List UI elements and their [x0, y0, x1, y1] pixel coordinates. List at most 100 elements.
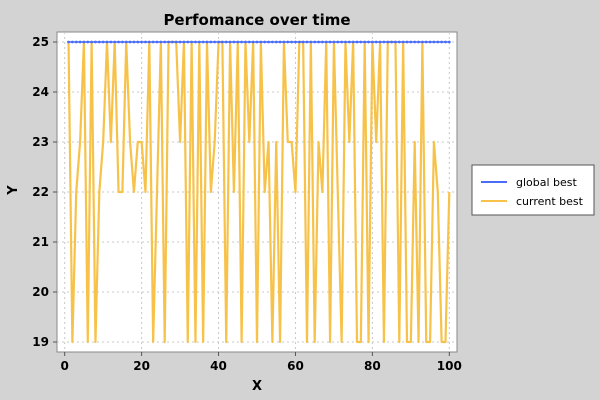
data-point-global-best [274, 40, 278, 44]
data-point-global-best [340, 40, 344, 44]
chart-title: Perfomance over time [163, 11, 350, 29]
data-point-global-best [101, 40, 105, 44]
data-point-global-best [217, 40, 220, 44]
data-point-global-best [301, 40, 305, 44]
data-point-global-best [236, 40, 240, 44]
data-point-global-best [144, 40, 147, 44]
data-point-global-best [213, 40, 217, 44]
data-point-global-best [440, 40, 444, 44]
y-axis-label: Y [6, 185, 21, 196]
data-point-global-best [197, 40, 201, 44]
x-tick-label: 0 [61, 359, 69, 373]
data-point-global-best [382, 40, 386, 44]
data-point-global-best [386, 40, 390, 44]
data-point-global-best [186, 40, 190, 44]
data-point-global-best [367, 40, 370, 44]
data-point-global-best [409, 40, 413, 44]
legend-box [471, 164, 595, 216]
data-point-global-best [67, 40, 70, 44]
data-point-global-best [278, 40, 282, 44]
data-point-global-best [413, 40, 417, 44]
x-tick-label: 60 [287, 359, 304, 373]
data-point-global-best [240, 40, 244, 44]
data-point-global-best [397, 40, 401, 44]
data-point-global-best [370, 40, 374, 44]
data-point-global-best [182, 40, 186, 44]
data-point-global-best [313, 40, 317, 44]
data-point-global-best [74, 40, 78, 44]
data-point-global-best [428, 40, 432, 44]
legend-label-global-best: global best [516, 176, 578, 189]
data-point-global-best [201, 40, 205, 44]
data-point-global-best [363, 40, 367, 44]
data-point-global-best [270, 40, 274, 44]
y-tick-label: 25 [32, 35, 49, 49]
data-point-global-best [167, 40, 170, 44]
data-point-global-best [117, 40, 120, 44]
data-point-global-best [170, 40, 174, 44]
data-point-global-best [124, 40, 128, 44]
data-point-global-best [155, 40, 159, 44]
axis-layer: 19 20 21 22 23 24 25 0 20 40 60 80 100 [32, 35, 462, 373]
y-tick-label: 23 [32, 135, 49, 149]
data-point-global-best [151, 40, 155, 44]
legend: global best current best [471, 164, 595, 216]
x-tick-label: 40 [210, 359, 227, 373]
data-point-global-best [332, 40, 336, 44]
data-point-global-best [394, 40, 397, 44]
data-point-global-best [297, 40, 301, 44]
data-point-global-best [94, 40, 97, 44]
data-point-global-best [317, 40, 320, 44]
data-point-global-best [401, 40, 405, 44]
data-point-global-best [86, 40, 90, 44]
data-point-global-best [232, 40, 236, 44]
data-point-global-best [251, 40, 255, 44]
data-point-global-best [359, 40, 363, 44]
data-point-global-best [97, 40, 101, 44]
data-point-global-best [82, 40, 86, 44]
data-point-global-best [355, 40, 359, 44]
data-point-global-best [351, 40, 355, 44]
data-point-global-best [194, 40, 197, 44]
data-point-global-best [128, 40, 132, 44]
data-point-global-best [259, 40, 263, 44]
data-point-global-best [105, 40, 109, 44]
data-point-global-best [220, 40, 224, 44]
x-axis-label: X [252, 379, 262, 394]
data-point-global-best [309, 40, 313, 44]
data-point-global-best [190, 40, 194, 44]
data-point-global-best [447, 40, 451, 44]
data-point-global-best [140, 40, 144, 44]
data-point-global-best [209, 40, 213, 44]
data-point-global-best [267, 40, 270, 44]
data-point-global-best [113, 40, 117, 44]
data-point-global-best [424, 40, 428, 44]
data-point-global-best [136, 40, 140, 44]
data-point-global-best [163, 40, 167, 44]
data-point-global-best [444, 40, 447, 44]
data-point-global-best [320, 40, 324, 44]
data-point-global-best [417, 40, 420, 44]
data-point-global-best [244, 40, 247, 44]
data-point-global-best [282, 40, 286, 44]
data-point-global-best [205, 40, 209, 44]
data-point-global-best [255, 40, 259, 44]
data-point-global-best [290, 40, 294, 44]
data-point-global-best [305, 40, 309, 44]
data-point-global-best [263, 40, 267, 44]
x-tick-label: 20 [133, 359, 150, 373]
data-point-global-best [90, 40, 94, 44]
data-point-global-best [374, 40, 378, 44]
series-line-current-best [67, 40, 451, 344]
data-point-global-best [228, 40, 232, 44]
data-point-global-best [147, 40, 151, 44]
y-tick-label: 22 [32, 185, 49, 199]
y-tick-label: 24 [32, 85, 49, 99]
data-point-global-best [120, 40, 124, 44]
data-point-global-best [70, 40, 74, 44]
data-point-global-best [174, 40, 178, 44]
data-point-global-best [328, 40, 332, 44]
data-point-global-best [224, 40, 228, 44]
data-point-global-best [436, 40, 440, 44]
